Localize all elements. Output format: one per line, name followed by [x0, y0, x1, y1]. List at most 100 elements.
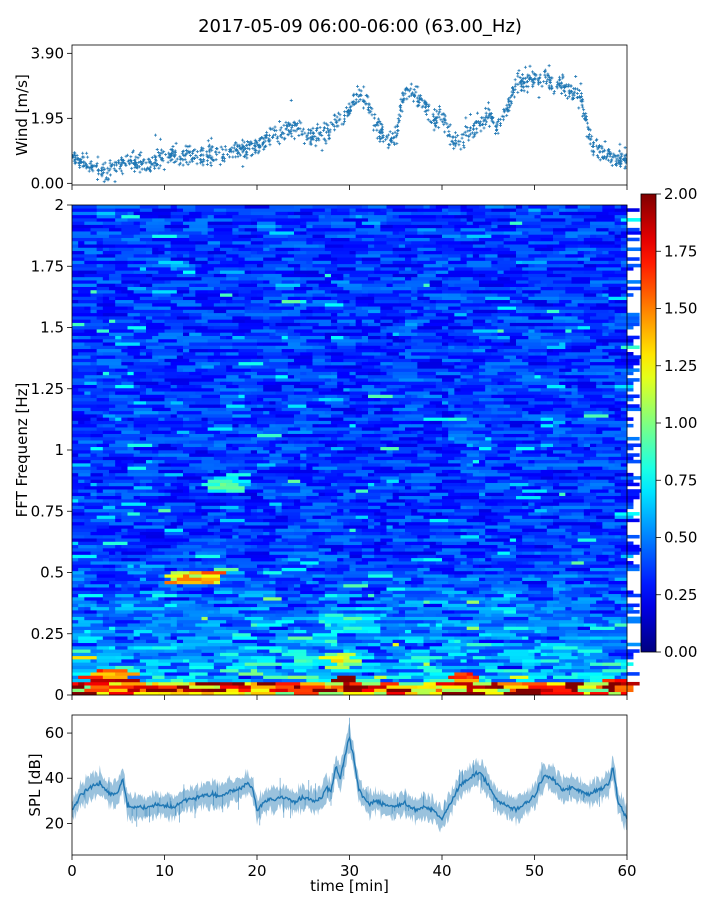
wind-point	[154, 133, 158, 137]
spectrogram-cell	[281, 456, 295, 461]
wind-point	[188, 160, 192, 164]
spectrogram-cell	[232, 623, 252, 627]
wind-point	[319, 131, 323, 135]
spectrogram-cell	[553, 603, 578, 608]
spectrogram-cell	[534, 397, 560, 402]
spectrogram-cell	[435, 410, 443, 415]
spectrogram-cell	[115, 440, 134, 444]
wind-point	[308, 131, 312, 135]
spectrogram-cell	[127, 636, 134, 640]
spectrogram-cell	[183, 420, 208, 425]
spectrogram-cell	[201, 691, 215, 696]
spectrogram-cell	[577, 685, 597, 689]
spectrogram-cell	[170, 606, 196, 611]
spectrogram-cell	[442, 495, 461, 500]
spectrogram-cell	[337, 623, 350, 627]
spectrogram-cell	[435, 561, 449, 565]
spectrogram-cell	[559, 459, 578, 464]
spectrogram-cell	[84, 583, 110, 588]
spectrogram-cell	[164, 394, 178, 399]
spectrogram-cell	[374, 378, 381, 382]
spectrogram-cell	[559, 561, 572, 565]
spectrogram-cell	[553, 518, 578, 523]
spectrogram-cell	[195, 417, 202, 421]
spectrogram-cell	[516, 469, 541, 474]
spectrogram-cell	[534, 459, 560, 464]
wind-point	[490, 116, 494, 120]
spectrogram-cell	[263, 384, 282, 389]
spectrogram-cell	[355, 499, 369, 503]
spectrogram-cell	[183, 417, 190, 421]
wind-point	[434, 119, 438, 123]
spectrogram-cell	[115, 391, 141, 395]
spectrogram-cell	[189, 557, 202, 562]
spectrogram-cell	[411, 662, 424, 666]
spectrogram-cell	[72, 557, 79, 562]
spectrogram-cell	[201, 515, 215, 519]
spectrogram-cell	[546, 675, 554, 679]
spectrogram-cell	[466, 632, 480, 637]
spectrogram-cell	[534, 436, 560, 441]
spectrogram-cell	[318, 525, 344, 529]
spectrogram-cell	[294, 691, 319, 696]
spectrogram-cell	[417, 574, 424, 578]
spectrogram-cell	[454, 636, 480, 640]
spectrogram-cell	[158, 374, 178, 379]
spectrogram-cell	[398, 476, 412, 480]
spectrogram-cell	[250, 577, 276, 581]
spectrogram-cell	[571, 548, 578, 552]
spectrogram-cell	[442, 505, 461, 510]
spectrogram-cell	[183, 587, 202, 591]
spectrogram-cell	[386, 613, 393, 617]
spectrogram-cell	[139, 427, 159, 431]
spectrogram-cell	[213, 440, 227, 444]
spectrogram-cell	[583, 374, 609, 379]
spectrogram-cell	[133, 423, 147, 428]
spectrogram-cell	[614, 446, 622, 451]
spectrogram-cell	[78, 675, 104, 679]
wind-point	[372, 116, 376, 120]
spectrogram-cell	[201, 652, 215, 657]
spectrogram-cell	[275, 463, 301, 467]
spectrogram-cell	[170, 642, 184, 647]
spectrogram-cell	[540, 632, 566, 637]
spectrogram-cell	[380, 590, 393, 595]
spectrogram-cell	[380, 600, 400, 604]
spectrogram-cell	[109, 443, 128, 448]
spectrogram-cell	[324, 652, 338, 657]
spectrogram-cell	[491, 440, 504, 444]
spectrogram-cell	[263, 570, 282, 575]
spectrogram-cell	[294, 613, 319, 617]
spectrogram-cell	[534, 662, 541, 666]
spectrogram-cell	[528, 476, 541, 480]
spectrogram-cell	[596, 606, 615, 611]
wind-point	[332, 113, 336, 117]
spectrogram-cell	[331, 469, 356, 474]
spectrogram-cell	[590, 531, 603, 536]
spectrogram-cell	[429, 518, 449, 523]
spectrogram-cell	[460, 459, 474, 464]
wind-point	[433, 108, 437, 112]
spectrogram-cell	[324, 378, 332, 382]
spectrogram-cell	[608, 554, 622, 559]
spectrogram-cell	[423, 430, 449, 434]
spectrogram-cell	[294, 414, 307, 418]
spectrogram-cell	[127, 580, 147, 585]
wind-point	[228, 155, 232, 159]
wind-point	[148, 165, 152, 169]
spectrogram-cell	[355, 492, 381, 497]
spectrogram-cell	[361, 554, 375, 559]
spectrogram-cell	[287, 675, 307, 679]
spectrogram-cell	[479, 495, 492, 500]
spectrogram-cell	[546, 570, 554, 575]
spectrogram-cell	[115, 554, 128, 559]
spectrogram-cell	[257, 371, 276, 376]
spectrogram-cell	[516, 443, 541, 448]
spectrogram-cell	[349, 489, 356, 493]
spectrogram-cell	[176, 668, 196, 673]
spectrogram-cell	[72, 371, 97, 376]
spectrogram-cell	[559, 662, 566, 666]
spectrogram-cell	[250, 450, 258, 454]
spectrogram-cell	[349, 430, 375, 434]
wind-point	[402, 97, 406, 101]
